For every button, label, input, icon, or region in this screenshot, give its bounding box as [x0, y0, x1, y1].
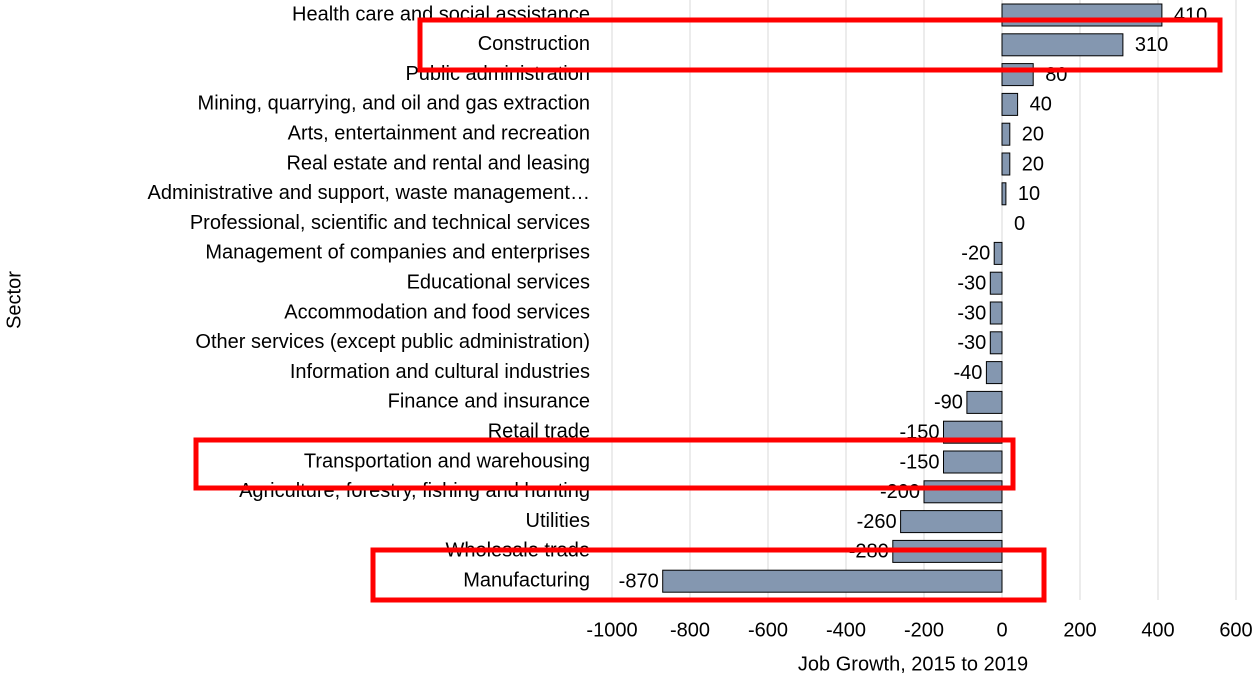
highlight-box	[370, 547, 1047, 603]
x-axis-label: Job Growth, 2015 to 2019	[798, 653, 1028, 675]
bar	[989, 301, 1003, 325]
bar	[943, 450, 1003, 474]
x-tick-label: -200	[904, 619, 944, 641]
y-tick-label: Public administration	[405, 63, 590, 85]
bar	[1001, 3, 1163, 27]
value-label: -30	[957, 272, 986, 294]
value-label: 0	[1014, 213, 1025, 235]
bar	[989, 331, 1003, 355]
y-axis-label: Sector	[3, 271, 25, 329]
bar	[1001, 122, 1011, 146]
value-label: 80	[1045, 64, 1067, 86]
y-tick-label: Finance and insurance	[388, 391, 590, 413]
y-tick-label: Professional, scientific and technical s…	[190, 212, 590, 234]
value-label: -200	[880, 481, 920, 503]
x-tick-label: -1000	[586, 619, 637, 641]
value-label: 310	[1135, 34, 1168, 56]
bar	[989, 271, 1003, 295]
value-label: 20	[1022, 123, 1044, 145]
y-tick-label: Accommodation and food services	[284, 301, 590, 323]
x-tick-label: 600	[1219, 619, 1252, 641]
value-label: 410	[1174, 4, 1207, 26]
y-tick-label: Information and cultural industries	[290, 361, 590, 383]
value-label: 40	[1030, 94, 1052, 116]
x-tick-label: -400	[826, 619, 866, 641]
y-tick-label: Transportation and warehousing	[304, 450, 590, 472]
value-label: 10	[1018, 183, 1040, 205]
bar	[900, 510, 1003, 534]
y-tick-label: Educational services	[407, 271, 590, 293]
value-label: -40	[953, 362, 982, 384]
y-tick-label: Administrative and support, waste manage…	[148, 182, 590, 204]
value-label: -150	[899, 451, 939, 473]
x-tick-label: 400	[1141, 619, 1174, 641]
y-tick-label: Retail trade	[488, 420, 590, 442]
x-tick-label: 200	[1063, 619, 1096, 641]
bar	[923, 480, 1003, 504]
x-tick-label: 0	[996, 619, 1007, 641]
y-tick-label: Utilities	[526, 510, 590, 532]
x-tick-label: -800	[670, 619, 710, 641]
bar	[1001, 92, 1019, 116]
x-tick-label: -600	[748, 619, 788, 641]
value-label: -20	[961, 243, 990, 265]
value-label: -30	[957, 302, 986, 324]
value-label: 20	[1022, 153, 1044, 175]
bar	[662, 569, 1003, 593]
value-label: -870	[619, 570, 659, 592]
y-tick-label: Other services (except public administra…	[195, 331, 590, 353]
value-label: -90	[934, 392, 963, 414]
bar	[993, 241, 1003, 265]
y-tick-label: Agriculture, forestry, fishing and hunti…	[239, 480, 590, 502]
bar	[1001, 182, 1007, 206]
bar	[1001, 63, 1034, 87]
highlight-box	[417, 17, 1223, 73]
y-tick-label: Mining, quarrying, and oil and gas extra…	[198, 93, 590, 115]
bar	[1001, 33, 1124, 57]
y-tick-label: Construction	[478, 33, 590, 55]
bar	[985, 361, 1003, 385]
y-tick-label: Real estate and rental and leasing	[286, 152, 590, 174]
bar	[1001, 152, 1011, 176]
highlight-box	[193, 437, 1016, 491]
y-tick-label: Manufacturing	[463, 569, 590, 591]
y-tick-label: Management of companies and enterprises	[205, 242, 590, 264]
value-label: -30	[957, 332, 986, 354]
y-tick-label: Arts, entertainment and recreation	[288, 122, 590, 144]
bar	[966, 390, 1003, 414]
value-label: -260	[857, 511, 897, 533]
